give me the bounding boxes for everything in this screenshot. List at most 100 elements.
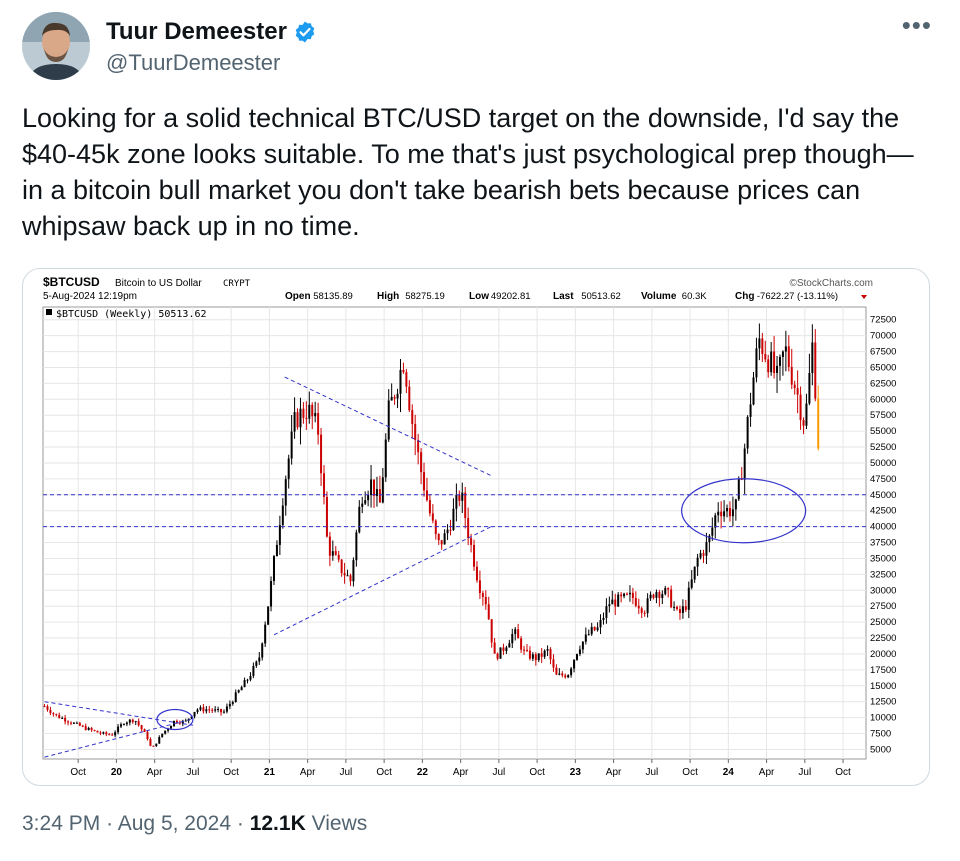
candle-body: [540, 653, 543, 657]
candle-body: [193, 711, 196, 717]
candle-body: [487, 604, 490, 620]
candle-body: [122, 724, 125, 726]
y-tick-label: 55000: [870, 426, 896, 437]
candle-body: [234, 692, 237, 703]
candle-body: [417, 439, 420, 453]
candle-body: [43, 706, 46, 708]
candle-body: [664, 588, 667, 595]
candle-body: [561, 673, 564, 676]
candle-body: [411, 410, 414, 425]
candle-body: [55, 713, 58, 715]
candle-body: [467, 518, 470, 539]
candle-body: [296, 412, 299, 428]
candle-body: [249, 676, 252, 680]
candle-body: [311, 404, 314, 417]
candle-body: [440, 540, 443, 545]
candle-body: [796, 388, 799, 395]
avatar[interactable]: [22, 12, 90, 80]
candle-body: [105, 732, 108, 735]
candle-body: [502, 647, 505, 651]
candle-body: [114, 732, 117, 736]
x-tick-label: Jul: [339, 767, 352, 778]
y-tick-label: 72500: [870, 315, 896, 326]
candle-body: [305, 417, 308, 419]
candle-body: [375, 489, 378, 496]
candle-body: [231, 702, 234, 704]
candle-body: [670, 589, 673, 608]
y-tick-label: 22500: [870, 633, 896, 644]
candle-body: [726, 508, 729, 512]
candle-body: [667, 588, 670, 590]
candle-body: [349, 575, 352, 582]
candle-body: [167, 728, 170, 731]
candle-body: [525, 649, 528, 651]
candle-body: [393, 397, 396, 399]
candle-body: [690, 579, 693, 588]
candle-body: [543, 650, 546, 657]
down-arrow-icon: [861, 295, 867, 299]
chart-stat-value: -7622.27 (-13.11%): [757, 291, 838, 302]
breakout-ellipse: [156, 708, 194, 731]
chart-stat-value: 49202.81: [491, 291, 531, 302]
candle-body: [546, 649, 549, 651]
candle-body: [181, 720, 184, 724]
author-name[interactable]: Tuur Demeester: [106, 18, 287, 45]
y-tick-label: 20000: [870, 649, 896, 660]
chart-exchange: CRYPT: [223, 279, 251, 289]
candle-body: [746, 416, 749, 449]
candle-body: [784, 346, 787, 352]
candle-body: [228, 703, 231, 707]
candle-body: [137, 721, 140, 726]
candle-body: [211, 709, 214, 711]
candle-body: [396, 393, 399, 399]
candle-body: [143, 729, 146, 732]
candle-body: [340, 559, 343, 574]
chart-stat-label: Last: [553, 291, 574, 302]
candle-body: [658, 592, 661, 599]
candle-body: [640, 608, 643, 613]
candle-body: [455, 494, 458, 509]
chart-symbol-desc: Bitcoin to US Dollar: [115, 278, 202, 289]
candle-body: [470, 538, 473, 545]
candle-body: [405, 372, 408, 387]
candle-body: [237, 690, 240, 693]
candle-body: [302, 408, 305, 418]
candle-body: [408, 386, 411, 411]
candle-body: [575, 654, 578, 660]
candle-body: [717, 511, 720, 516]
candle-body: [758, 338, 761, 349]
candle-body: [678, 609, 681, 614]
candle-body: [728, 508, 731, 517]
y-tick-label: 52500: [870, 442, 896, 453]
candle-body: [246, 679, 249, 681]
candle-body: [331, 551, 334, 556]
candle-body: [93, 729, 96, 731]
y-tick-label: 67500: [870, 347, 896, 358]
chart-image[interactable]: $BTCUSD Bitcoin to US Dollar CRYPT ©StockCh…: [22, 268, 930, 786]
author-handle[interactable]: @TuurDemeester: [106, 50, 281, 75]
x-tick-label: Jul: [187, 767, 200, 778]
candle-body: [720, 511, 723, 517]
x-tick-label: Apr: [300, 767, 316, 778]
tweet-date[interactable]: Aug 5, 2024: [117, 812, 232, 835]
triangle-lower-line: [273, 526, 492, 636]
candle-body: [281, 505, 284, 526]
candle-body: [208, 709, 211, 711]
candle-body: [61, 717, 64, 719]
chart-legend: $BTCUSD (Weekly) 50513.62: [56, 309, 207, 320]
candle-body: [284, 479, 287, 506]
x-tick-label: Oct: [223, 767, 239, 778]
tweet-time[interactable]: 3:24 PM: [22, 812, 101, 835]
candle-body: [446, 529, 449, 534]
chart-symbol: $BTCUSD: [43, 275, 100, 289]
candle-body: [152, 745, 155, 747]
y-tick-label: 40000: [870, 522, 896, 533]
candle-body: [517, 629, 520, 639]
candle-body: [593, 626, 596, 631]
candle-body: [378, 489, 381, 503]
more-options-icon[interactable]: •••: [901, 10, 932, 40]
candle-body: [646, 598, 649, 614]
candle-body: [255, 661, 258, 666]
candle-body: [817, 398, 820, 449]
candle-body: [373, 479, 376, 496]
